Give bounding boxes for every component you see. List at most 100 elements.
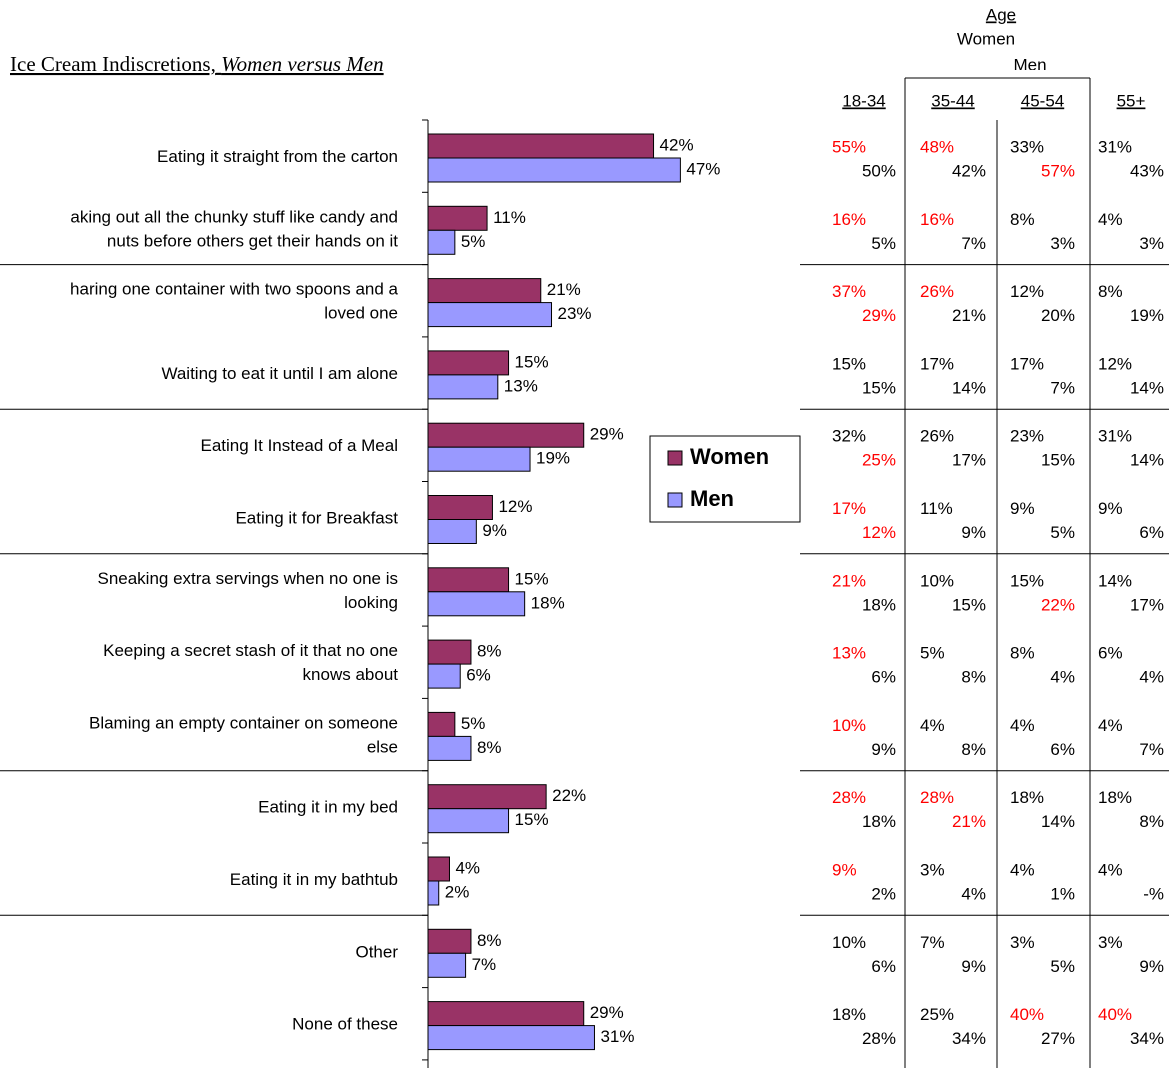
bar [427, 784, 547, 810]
table-cell-men: 21% [952, 306, 986, 325]
table-cell-women: 37% [832, 282, 866, 301]
value-label: 8% [477, 931, 502, 950]
value-label: 7% [472, 955, 497, 974]
table-cell-women: 15% [832, 354, 866, 373]
value-label: 29% [590, 1003, 624, 1022]
table-cell-men: 8% [961, 668, 986, 687]
legend-swatch [667, 492, 683, 508]
table-cell-men: 18% [862, 812, 896, 831]
table-cell-women: 25% [920, 1005, 954, 1024]
category-label: Sneaking extra servings when no one is lo… [97, 569, 398, 612]
table-cell-women: 8% [1098, 282, 1123, 301]
table-cell-men: 21% [952, 812, 986, 831]
table-cell-men: 7% [1139, 740, 1164, 759]
table-header-row1: Women [957, 29, 1015, 48]
bar [427, 519, 477, 544]
table-cell-men: 9% [961, 957, 986, 976]
table-cell-men: 15% [862, 378, 896, 397]
bar [427, 639, 472, 665]
table-cell-men: 4% [1139, 668, 1164, 687]
table-cell-men: 5% [871, 234, 896, 253]
table-cell-men: 20% [1041, 306, 1075, 325]
bar [427, 880, 440, 906]
table-cell-men: 6% [871, 957, 896, 976]
table-cell-women: 11% [920, 499, 953, 518]
value-label: 5% [461, 714, 486, 733]
chart-title: Ice Cream Indiscretions, Women versus Me… [10, 52, 384, 76]
bar [427, 808, 510, 834]
table-cell-men: 6% [1050, 740, 1075, 759]
category-line: aking out all the chunky stuff like cand… [70, 208, 398, 227]
table-cell-women: 15% [1010, 571, 1044, 590]
category-label: Keeping a secret stash of it that no one… [103, 642, 398, 685]
table-cell-men: 18% [862, 595, 896, 614]
category-label: haring one container with two spoons and… [70, 280, 398, 323]
bar [427, 952, 467, 978]
category-line: knows about [303, 666, 399, 685]
value-label: 8% [477, 642, 502, 661]
table-cell-men: 22% [1041, 595, 1075, 614]
category-line: Blaming an empty container on someone [89, 714, 398, 733]
bar [427, 374, 499, 400]
bar [427, 495, 493, 520]
table-cell-women: 31% [1098, 137, 1132, 156]
table-cell-women: 18% [1098, 788, 1132, 807]
table-cell-women: 40% [1010, 1005, 1044, 1024]
legend-swatch [667, 450, 683, 466]
table-cell-men: 9% [871, 740, 896, 759]
table-cell-women: 12% [1010, 282, 1044, 301]
table-cell-men: 2% [871, 884, 896, 903]
table-cell-men: 9% [961, 523, 986, 542]
table-cell-women: 48% [920, 137, 954, 156]
category-line: Keeping a secret stash of it that no one [103, 642, 398, 661]
category-line: haring one container with two spoons and… [70, 280, 398, 299]
table-cell-women: 28% [920, 788, 954, 807]
table-cell-women: 10% [920, 571, 954, 590]
table-cell-men: 25% [862, 451, 896, 470]
category-line: looking [344, 593, 398, 612]
table-cell-women: 3% [1010, 933, 1035, 952]
table-cell-men: 8% [961, 740, 986, 759]
table-cell-women: 26% [920, 427, 954, 446]
table-cell-men: 1% [1050, 884, 1075, 903]
table-cell-women: 16% [920, 210, 954, 229]
category-label: Eating it in my bed [258, 798, 398, 817]
table-cell-men: 43% [1130, 161, 1164, 180]
bar [427, 1001, 585, 1027]
table-cell-men: 14% [1130, 378, 1164, 397]
table-header-row2: Men [1013, 55, 1046, 74]
table-cell-women: 3% [1098, 933, 1123, 952]
category-label: Blaming an empty container on someone els… [89, 714, 398, 757]
table-cell-women: 16% [832, 210, 866, 229]
value-label: 31% [600, 1027, 634, 1046]
table-cell-men: 4% [961, 884, 986, 903]
table-cell-men: 34% [1130, 1029, 1164, 1048]
table-cell-men: 7% [961, 234, 986, 253]
table-cell-women: 17% [1010, 354, 1044, 373]
category-label: Waiting to eat it until I am alone [161, 364, 398, 383]
bar [427, 591, 526, 617]
category-line: Eating it straight from the carton [157, 147, 398, 166]
table-cell-men: 5% [1050, 957, 1075, 976]
value-label: 4% [455, 858, 480, 877]
table-cell-women: 4% [1010, 716, 1035, 735]
table-cell-men: 19% [1130, 306, 1164, 325]
table-cell-men: 29% [862, 306, 896, 325]
title-emphasis: Women versus Men [221, 52, 384, 76]
bar [427, 278, 542, 304]
bar [427, 205, 488, 231]
table-cell-women: 8% [1010, 644, 1035, 663]
value-label: 9% [482, 521, 507, 540]
bar [427, 133, 655, 159]
table-cell-women: 31% [1098, 427, 1132, 446]
category-label: Eating It Instead of a Meal [200, 437, 398, 456]
category-line: else [367, 738, 398, 757]
table-cell-men: 3% [1139, 234, 1164, 253]
table-cell-women: 12% [1098, 354, 1132, 373]
title-main: Ice Cream Indiscretions, [10, 52, 216, 76]
table-cell-women: 55% [832, 137, 866, 156]
category-label: Eating it straight from the carton [157, 147, 398, 166]
bar [427, 856, 450, 882]
